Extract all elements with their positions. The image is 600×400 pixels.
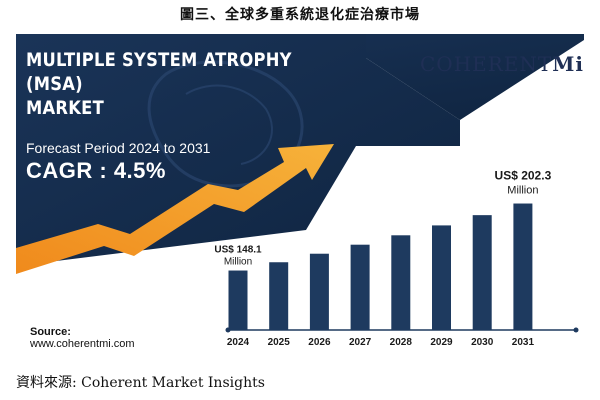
logo-text-main: COHERENT: [420, 52, 553, 76]
coherent-mi-logo: COHERENTMi: [420, 52, 584, 78]
logo-text-mi: Mi: [552, 52, 584, 76]
source-label: Source:: [30, 326, 71, 338]
infographic: MULTIPLE SYSTEM ATROPHY (MSA) MARKET For…: [16, 34, 584, 350]
bar-2030: [472, 215, 492, 330]
bar-2029: [432, 225, 451, 330]
bar-2031: [513, 203, 533, 330]
bar-2028: [391, 235, 411, 330]
bar-chart: 2024 2025 2026 2027 2028 2029 2030 2031 US$ 148.…: [214, 169, 579, 348]
source-url: www.coherentmi.com: [30, 338, 135, 350]
data-label-unit-2024: Million: [224, 257, 252, 268]
navy-banner-main: [16, 34, 584, 120]
x-tick-label-2029: 2029: [430, 337, 453, 348]
axis-end-dot: [573, 327, 579, 333]
bar-2024: [228, 270, 248, 330]
forecast-period: Forecast Period 2024 to 2031: [26, 140, 211, 156]
x-tick-label-2031: 2031: [512, 337, 535, 348]
x-tick-label-2025: 2025: [268, 337, 291, 348]
bar-2026: [309, 253, 329, 330]
banner-title: MULTIPLE SYSTEM ATROPHY (MSA) MARKET: [26, 48, 310, 120]
bar-2027: [350, 244, 370, 330]
navy-banner-body: [16, 34, 460, 266]
brain-texture-2: [185, 84, 273, 165]
cagr-value: CAGR : 4.5%: [26, 158, 166, 183]
x-tick-label-2027: 2027: [349, 337, 372, 348]
data-label-value-2031: US$ 202.3: [495, 169, 552, 183]
banner-title-line2: MARKET: [26, 97, 105, 119]
x-tick-label-2024: 2024: [227, 337, 250, 348]
x-tick-label-2028: 2028: [390, 337, 413, 348]
bar-2025: [269, 262, 289, 330]
x-tick-label-2026: 2026: [308, 337, 331, 348]
growth-arrow-icon: [16, 144, 334, 274]
data-label-value-2024: US$ 148.1: [214, 245, 262, 256]
figure-caption-top: 圖三、全球多重系統退化症治療市場: [180, 7, 420, 23]
x-tick-label-2030: 2030: [471, 337, 494, 348]
banner-background: [16, 34, 584, 274]
figure-caption-bottom: 資料來源: Coherent Market Insights: [16, 375, 265, 391]
banner-title-line1: MULTIPLE SYSTEM ATROPHY (MSA): [26, 49, 292, 95]
data-label-unit-2031: Million: [507, 185, 538, 197]
